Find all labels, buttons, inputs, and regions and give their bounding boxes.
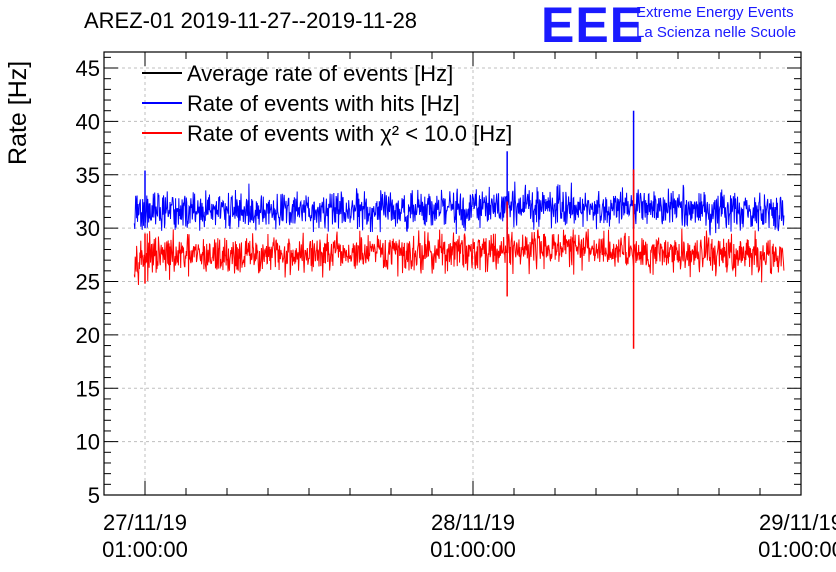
axes: 5101520253035404527/11/1901:00:0028/11/1…: [76, 52, 836, 562]
y-tick-label: 40: [76, 109, 100, 134]
x-tick-time: 01:00:00: [102, 537, 188, 562]
x-tick-date: 27/11/19: [103, 510, 187, 535]
series-line: [133, 181, 785, 236]
legend: Average rate of events [Hz] Rate of event…: [142, 61, 512, 146]
x-tick-time: 01:00:00: [758, 537, 836, 562]
chart-title: AREZ-01 2019-11-27--2019-11-28: [84, 8, 418, 33]
plot-frame: [103, 51, 802, 496]
legend-label: Average rate of events [Hz]: [187, 61, 453, 86]
y-tick-label: 20: [76, 323, 100, 348]
y-axis-label: Rate [Hz]: [4, 60, 32, 165]
y-tick-label: 35: [76, 163, 100, 188]
legend-label: Rate of events with hits [Hz]: [187, 91, 460, 116]
x-tick-date: 29/11/19: [759, 510, 836, 535]
x-tick-date: 28/11/19: [431, 510, 515, 535]
y-tick-label: 5: [88, 483, 100, 508]
grid-lines: [104, 52, 802, 496]
y-tick-label: 25: [76, 270, 100, 295]
series-layer: [133, 110, 785, 349]
logo-line-1: Extreme Energy Events: [636, 4, 794, 21]
y-tick-label: 45: [76, 56, 100, 81]
y-tick-label: 10: [76, 430, 100, 455]
y-tick-label: 30: [76, 216, 100, 241]
logo-line-2: La Scienza nelle Scuole: [636, 24, 797, 41]
y-tick-label: 15: [76, 376, 100, 401]
eee-logo: EEE: [541, 0, 645, 53]
legend-label: Rate of events with χ² < 10.0 [Hz]: [187, 121, 512, 146]
series-line: [133, 228, 785, 285]
x-tick-time: 01:00:00: [430, 537, 516, 562]
